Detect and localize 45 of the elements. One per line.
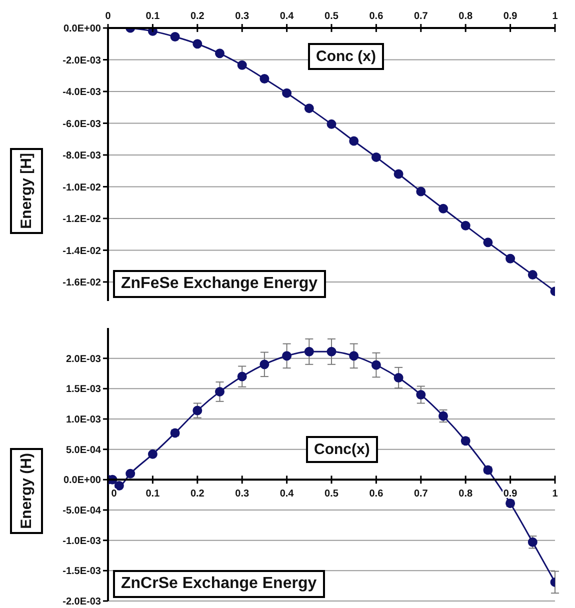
x-tick-label: 0.7 [414, 488, 428, 500]
y-tick-label: -2.0E-03 [62, 596, 102, 608]
y-axis-title: Energy (H) [18, 453, 35, 529]
x-tick-label: 1 [552, 11, 558, 22]
y-tick-label: 1.0E-03 [66, 414, 102, 426]
text: ZnCrSe Exchange Energy [113, 570, 325, 598]
y-tick-label: -1.6E-02 [62, 278, 102, 289]
x-tick-label: 0.4 [280, 488, 294, 500]
x-tick-label: 0.1 [146, 11, 160, 22]
y-tick-label: -2.0E-03 [62, 55, 102, 66]
text: ZnFeSe Exchange Energy [113, 270, 326, 298]
y-tick-label: -1.0E-03 [62, 536, 102, 547]
x-tick-label: 0.2 [190, 488, 205, 500]
y-tick-label: -1.4E-02 [62, 246, 102, 257]
y-tick-label: 5.0E-04 [66, 444, 102, 456]
y-tick-label: -4.0E-03 [62, 87, 102, 98]
x-tick-label: 0.1 [146, 488, 160, 500]
x-tick-label: 0.5 [324, 11, 339, 22]
y-tick-label: -1.2E-02 [62, 214, 102, 226]
x-tick-label: 0.4 [280, 11, 294, 22]
x-tick-label: 0.9 [503, 11, 518, 22]
y-tick-label: -5.0E-04 [62, 506, 102, 517]
x-tick-label: 1 [552, 488, 558, 500]
x-tick-label: 0.7 [414, 11, 428, 22]
x-tick-label: 0.5 [324, 488, 339, 500]
x-axis-title: Conc (x) [308, 43, 384, 70]
x-tick-label: 0 [111, 488, 118, 500]
y-tick-label: -1.5E-03 [62, 566, 102, 578]
x-tick-label: 0.3 [235, 488, 250, 500]
y-tick-label: 2.0E-03 [66, 354, 102, 365]
x-tick-label: 0 [105, 11, 112, 22]
y-axis-title: Energy [H] [18, 153, 35, 229]
y-tick-label: -8.0E-03 [62, 150, 102, 162]
x-tick-label: 0.3 [235, 11, 250, 22]
x-tick-label: 0.8 [458, 11, 473, 22]
y-tick-label: -6.0E-03 [62, 118, 102, 130]
x-axis-title: Conc(x) [306, 436, 378, 463]
y-tick-label: 0.0E+00 [63, 475, 102, 486]
y-tick-label: -1.0E-02 [62, 182, 102, 194]
x-tick-label: 0.6 [369, 488, 384, 500]
x-tick-label: 0.8 [458, 488, 473, 500]
y-tick-label: 0.0E+00 [63, 24, 102, 35]
x-tick-label: 0.6 [369, 11, 384, 22]
x-tick-label: 0.2 [190, 11, 205, 22]
y-tick-label: 1.5E-03 [66, 384, 102, 396]
